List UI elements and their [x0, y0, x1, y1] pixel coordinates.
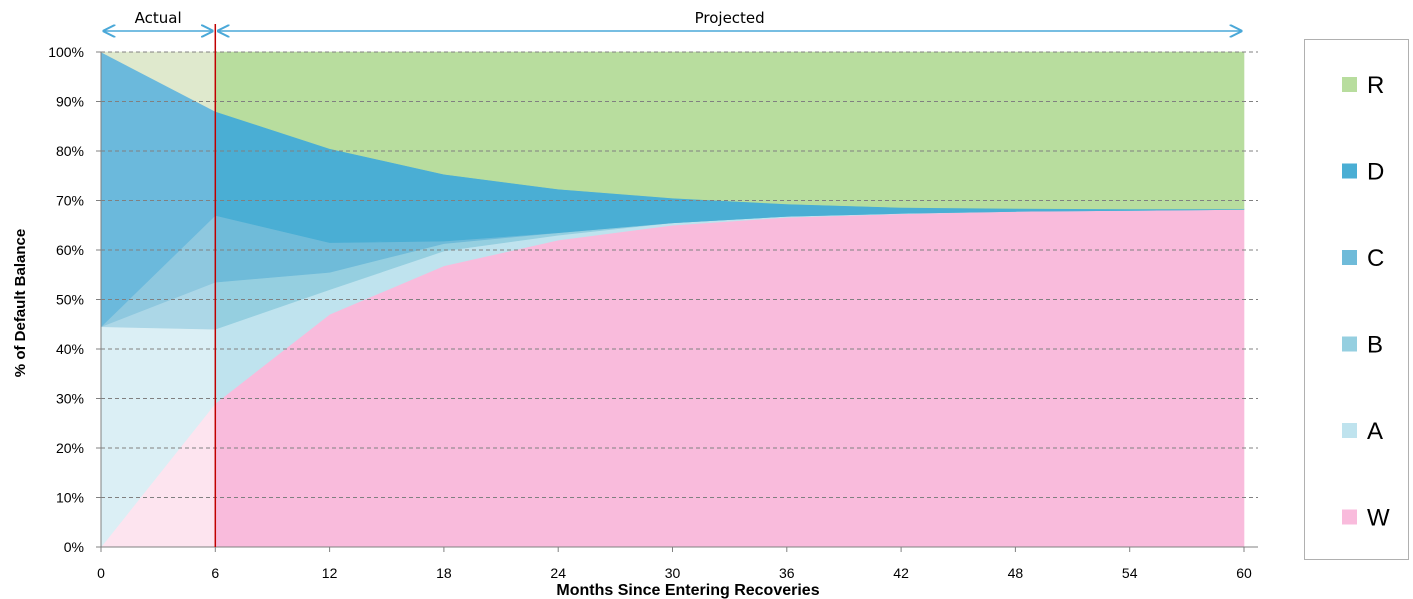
legend-label: A	[1367, 418, 1383, 445]
legend-swatch	[1342, 250, 1357, 265]
phase-layer: Actual Projected	[104, 9, 1241, 31]
x-tick-label: 60	[1236, 565, 1252, 581]
area-layer	[100, 51, 1245, 548]
x-axis-title: Months Since Entering Recoveries	[556, 582, 819, 599]
legend-label: R	[1367, 72, 1384, 99]
y-tick-label: 70%	[56, 193, 84, 209]
y-tick-label: 100%	[48, 44, 84, 60]
y-axis-title: % of Default Balance	[12, 229, 29, 377]
y-tick-label: 60%	[56, 242, 84, 258]
y-tick-label: 90%	[56, 94, 84, 110]
x-tick-label: 54	[1122, 565, 1138, 581]
legend-swatch	[1342, 423, 1357, 438]
x-tick-label: 24	[550, 565, 566, 581]
legend-swatch	[1342, 336, 1357, 352]
legend-label: B	[1367, 332, 1383, 359]
x-tick-label: 42	[893, 565, 909, 581]
legend-box	[1304, 39, 1409, 560]
y-tick-label: 10%	[56, 490, 84, 506]
x-tick-label: 0	[97, 565, 105, 581]
x-tick-label: 6	[211, 565, 219, 581]
y-tick-label: 50%	[56, 292, 84, 308]
phase-label: Actual	[135, 9, 182, 27]
legend-label: W	[1367, 505, 1390, 532]
area-R-projected	[215, 51, 1245, 210]
legend-label: D	[1367, 159, 1384, 186]
x-tick-label: 30	[665, 565, 681, 581]
y-tick-label: 80%	[56, 143, 84, 159]
x-tick-label: 18	[436, 565, 452, 581]
legend-label: C	[1367, 245, 1384, 272]
x-tick-label: 12	[322, 565, 338, 581]
grid-layer	[101, 51, 1258, 498]
legend: R D C B A W	[1304, 39, 1409, 560]
axis-layer: 0% 10% 20% 30% 40% 50% 60% 70% 80% 90% 100% 0 6 12 18 2…	[48, 24, 1258, 581]
x-tick-label: 48	[1008, 565, 1024, 581]
y-tick-label: 40%	[56, 341, 84, 357]
legend-swatch	[1342, 163, 1357, 179]
y-tick-label: 30%	[56, 391, 84, 407]
legend-swatch	[1342, 509, 1357, 525]
legend-swatch	[1342, 77, 1357, 92]
x-tick-label: 36	[779, 565, 795, 581]
y-tick-label: 20%	[56, 440, 84, 456]
phase-label: Projected	[695, 9, 765, 27]
y-tick-label: 0%	[64, 539, 84, 555]
